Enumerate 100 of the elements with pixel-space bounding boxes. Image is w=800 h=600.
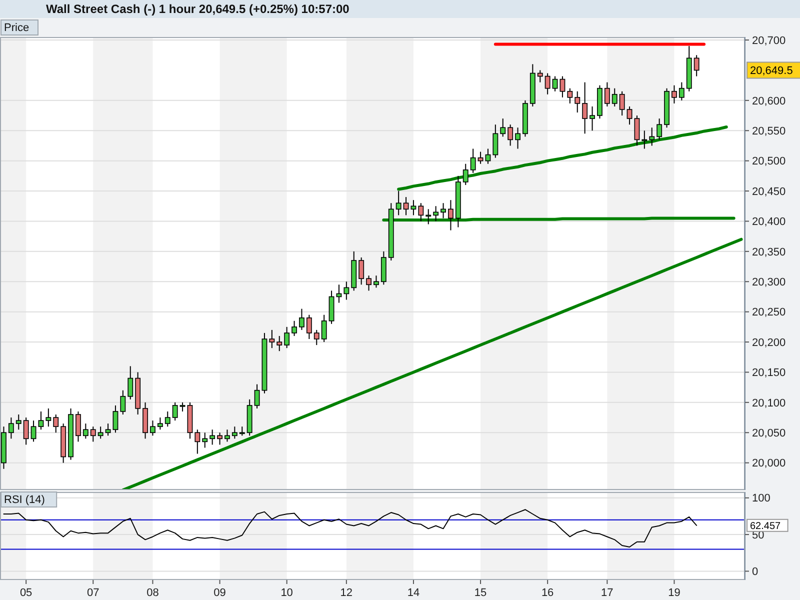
candlestick	[76, 410, 81, 442]
candlestick	[112, 404, 118, 434]
y-tick-label: 20,550	[752, 125, 786, 138]
candlestick	[292, 320, 297, 336]
candlestick	[567, 88, 573, 104]
candlestick	[403, 196, 409, 216]
y-tick-label: 20,350	[752, 246, 786, 258]
y-tick-label: 20,450	[752, 186, 786, 198]
candlestick	[239, 426, 245, 436]
x-tick-label: 19	[668, 587, 680, 599]
candlestick	[694, 54, 700, 77]
candlestick	[544, 72, 550, 95]
x-tick-label: 12	[340, 587, 353, 599]
y-tick-label: 20,300	[752, 276, 786, 288]
candlestick	[552, 76, 558, 92]
candlestick	[574, 90, 580, 113]
candlestick	[612, 88, 618, 107]
candlestick	[164, 410, 170, 428]
candlestick	[470, 148, 476, 174]
line-series	[397, 125, 728, 191]
candlestick	[172, 402, 178, 422]
chart-subtitle: Price	[4, 22, 30, 34]
line-series	[121, 238, 743, 490]
candlestick	[284, 326, 290, 349]
candlestick	[626, 106, 632, 126]
candlestick	[157, 417, 163, 430]
candlestick	[374, 275, 379, 288]
y-tick-label: 20,150	[752, 367, 786, 380]
text: 20,649.5	[750, 65, 793, 78]
y-tick-label: 20,200	[752, 336, 786, 349]
candlestick	[224, 429, 230, 442]
x-tick-label: 15	[474, 587, 487, 599]
candlestick	[16, 414, 22, 430]
candlestick	[232, 426, 238, 440]
candlestick	[396, 190, 402, 216]
candlestick	[582, 82, 588, 134]
line-series	[3, 509, 698, 548]
y-tick-label: 20,250	[752, 306, 786, 319]
candlestick	[217, 432, 222, 446]
x-tick-label: 05	[20, 587, 32, 599]
x-tick-label: 17	[601, 587, 614, 599]
candlestick	[105, 423, 111, 436]
candlestick	[433, 206, 439, 222]
candlestick	[515, 127, 520, 150]
candlestick	[410, 200, 416, 216]
x-tick-label: 09	[214, 587, 226, 599]
text: 62.457	[750, 520, 782, 532]
candlestick	[276, 335, 282, 352]
candlestick	[254, 384, 260, 409]
candlestick	[180, 402, 186, 412]
candlestick	[462, 163, 468, 186]
candlestick	[634, 115, 640, 146]
candlestick	[418, 202, 424, 222]
candlestick	[604, 82, 610, 107]
candlestick	[642, 130, 648, 150]
candlestick	[672, 84, 677, 104]
candlestick	[306, 314, 312, 340]
candlestick	[90, 426, 96, 442]
chart-title: RSI (14)	[4, 494, 45, 506]
candlestick	[202, 432, 208, 448]
y-tick-label: 20,100	[752, 397, 786, 410]
candlestick	[128, 366, 134, 400]
candlestick	[98, 426, 104, 440]
candlestick	[344, 281, 350, 300]
candlestick	[649, 127, 655, 146]
chart-title: Wall Street Cash (-) 1 hour 20,649.5 (+0.25%) 10:57:00	[46, 2, 350, 16]
candlestick	[358, 256, 364, 286]
candlestick	[590, 106, 595, 132]
y-tick-label: 100	[752, 492, 770, 505]
candlestick	[537, 70, 543, 83]
y-tick-label: 20,000	[752, 458, 786, 470]
candlestick	[120, 390, 126, 415]
candlestick	[321, 314, 327, 343]
candlestick	[53, 414, 59, 434]
candlestick	[560, 76, 566, 98]
candlestick	[426, 208, 432, 225]
candlestick	[46, 408, 52, 428]
y-tick-label: 20,050	[752, 427, 786, 440]
y-tick-label: 0	[752, 566, 758, 578]
x-tick-label: 14	[407, 587, 420, 599]
candlestick	[269, 329, 275, 349]
candlestick	[656, 118, 662, 140]
candlestick	[23, 417, 29, 446]
candlestick	[678, 82, 684, 101]
y-tick-label: 20,700	[752, 34, 786, 47]
candlestick	[492, 124, 498, 158]
candlestick	[150, 420, 156, 436]
candlestick	[314, 329, 320, 346]
x-tick-label: 16	[541, 587, 554, 599]
candlestick	[30, 420, 36, 442]
candlestick	[38, 410, 44, 430]
x-tick-label: 08	[146, 587, 159, 599]
x-tick-label: 10	[280, 587, 293, 599]
candlestick	[8, 417, 14, 440]
candlestick	[194, 429, 200, 454]
candlestick	[82, 423, 88, 440]
candlestick	[440, 202, 446, 219]
candlestick	[299, 308, 304, 330]
candlestick	[448, 200, 454, 231]
candlestick	[210, 429, 216, 446]
